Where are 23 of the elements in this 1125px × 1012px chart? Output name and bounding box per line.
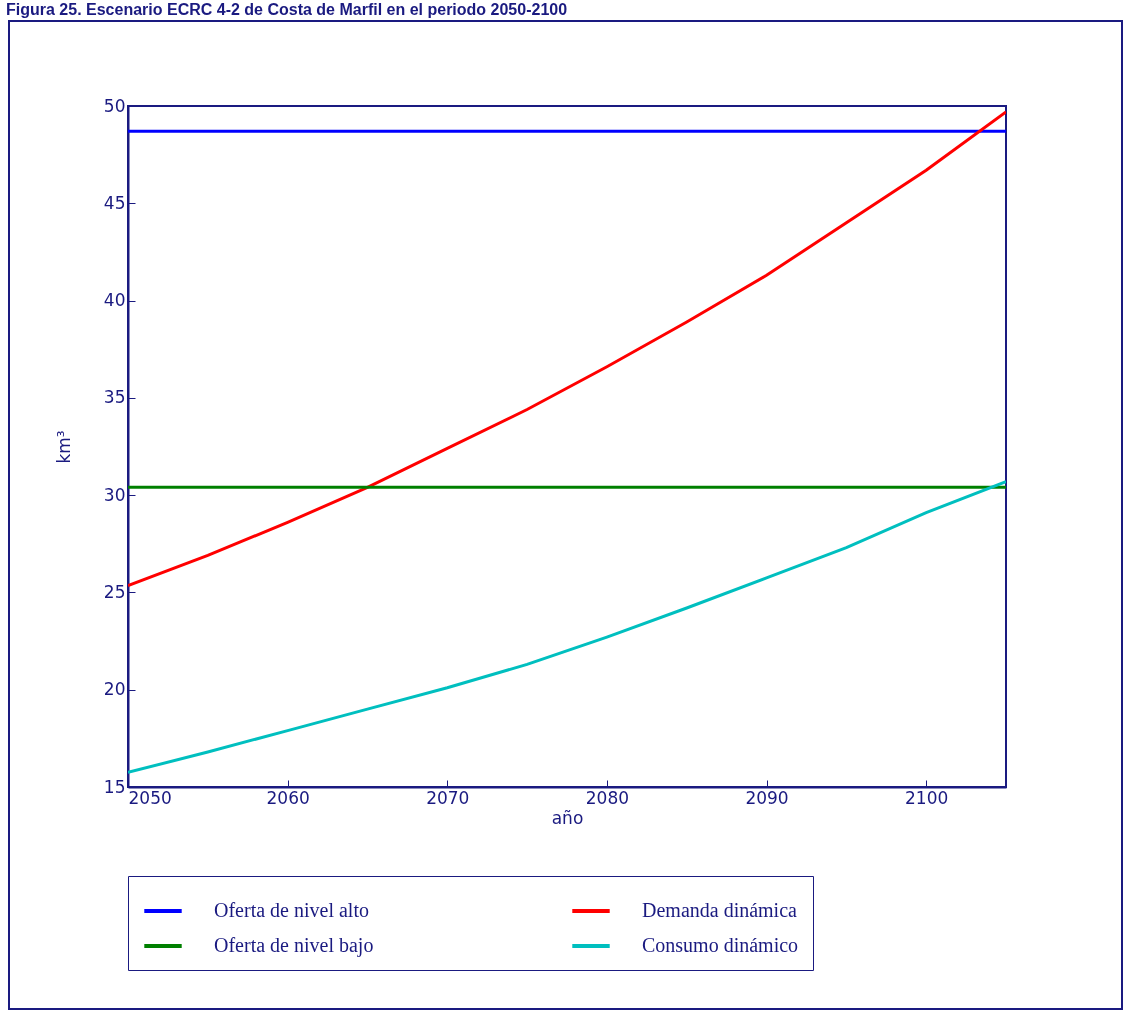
- y-axis-title: km³: [53, 430, 74, 464]
- line-series: [128, 480, 1006, 774]
- y-tick-label: 20: [103, 679, 126, 700]
- x-tick-label: 2090: [745, 787, 789, 808]
- y-tick-label: 30: [103, 484, 126, 505]
- line-series: [128, 110, 1006, 588]
- y-tick-label: 25: [103, 581, 126, 602]
- x-tick-label: 2080: [585, 787, 630, 808]
- legend-label: Oferta de nivel alto: [214, 899, 369, 921]
- y-tick-label: 35: [103, 387, 126, 408]
- x-axis-title: año: [551, 807, 584, 828]
- chart-title: Figura 25. Escenario ECRC 4-2 de Costa de Marfil en el periodo 2050-2100: [5, 0, 569, 20]
- x-tick-label: 2050: [128, 787, 172, 808]
- y-tick-label: 45: [103, 192, 126, 213]
- legend-label: Demanda dinámica: [642, 899, 798, 921]
- legend-label: Oferta de nivel bajo: [214, 934, 374, 957]
- y-tick-label: 40: [103, 290, 126, 311]
- x-tick-label: 2100: [905, 787, 949, 808]
- y-tick-label: 50: [103, 95, 126, 116]
- legend-label: Consumo dinámico: [642, 934, 799, 956]
- x-tick-label: 2060: [266, 787, 310, 808]
- y-tick-label: 15: [103, 776, 126, 797]
- x-tick-label: 2070: [426, 787, 470, 808]
